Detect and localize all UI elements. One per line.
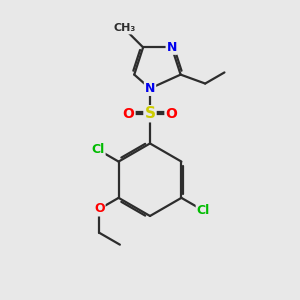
Text: N: N — [145, 82, 155, 95]
Text: O: O — [166, 107, 177, 121]
Text: Cl: Cl — [92, 143, 105, 156]
Text: O: O — [94, 202, 105, 215]
Text: Cl: Cl — [197, 204, 210, 217]
Text: CH₃: CH₃ — [113, 23, 135, 33]
Text: O: O — [123, 107, 134, 121]
Text: N: N — [167, 41, 177, 54]
Text: S: S — [145, 106, 155, 121]
